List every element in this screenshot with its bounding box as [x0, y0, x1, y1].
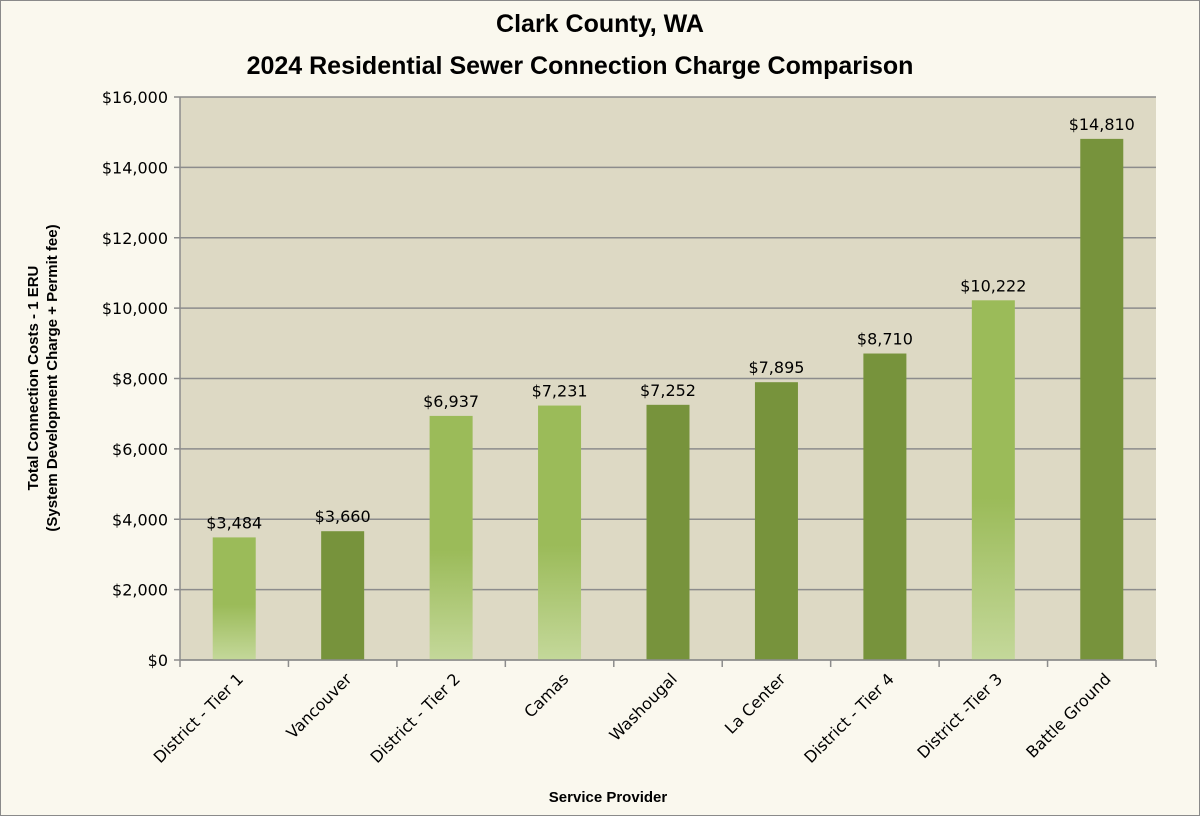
x-tick-label: La Center	[721, 669, 790, 738]
y-tick-label: $14,000	[102, 158, 168, 177]
bar	[321, 531, 365, 660]
y-tick-label: $12,000	[102, 229, 168, 248]
bar	[863, 353, 907, 660]
chart-title-line-2: 2024 Residential Sewer Connection Charge…	[247, 52, 914, 80]
x-tick-label: Washougal	[606, 669, 681, 744]
x-tick-label: District - Tier 1	[150, 669, 247, 766]
x-axis-title: Service Provider	[549, 789, 668, 806]
x-tick-label: Camas	[520, 669, 572, 721]
y-tick-label: $10,000	[102, 299, 168, 318]
bar	[429, 415, 473, 660]
y-axis-title-line-2: (System Development Charge + Permit fee)	[44, 224, 61, 531]
bar	[754, 382, 798, 660]
x-tick-label: Vancouver	[282, 669, 355, 742]
data-label: $3,660	[315, 507, 371, 526]
y-tick-label: $2,000	[112, 581, 168, 600]
data-label: $14,810	[1069, 115, 1135, 134]
bar	[538, 405, 582, 660]
data-label: $7,231	[532, 382, 588, 401]
chart-title-line-1: Clark County, WA	[496, 10, 704, 38]
y-tick-label: $6,000	[112, 440, 168, 459]
data-label: $6,937	[423, 392, 479, 411]
y-tick-label: $8,000	[112, 370, 168, 389]
data-label: $10,222	[960, 276, 1026, 295]
y-tick-label: $4,000	[112, 510, 168, 529]
y-tick-label: $0	[148, 651, 168, 670]
bar	[1080, 138, 1124, 661]
x-tick-label: Battle Ground	[1022, 669, 1114, 761]
data-label: $7,895	[748, 358, 804, 377]
y-axis-title-line-1: Total Connection Costs - 1 ERU	[25, 266, 42, 491]
x-tick-label: District - Tier 2	[366, 669, 463, 766]
y-tick-label: $16,000	[102, 88, 168, 107]
x-tick-label: District - Tier 4	[800, 669, 897, 766]
data-label: $7,252	[640, 381, 696, 400]
x-tick-label: District -Tier 3	[913, 669, 1006, 762]
data-label: $8,710	[857, 330, 913, 349]
bar	[212, 537, 256, 660]
data-label: $3,484	[206, 513, 262, 532]
bar	[646, 404, 690, 660]
bar	[971, 300, 1015, 660]
